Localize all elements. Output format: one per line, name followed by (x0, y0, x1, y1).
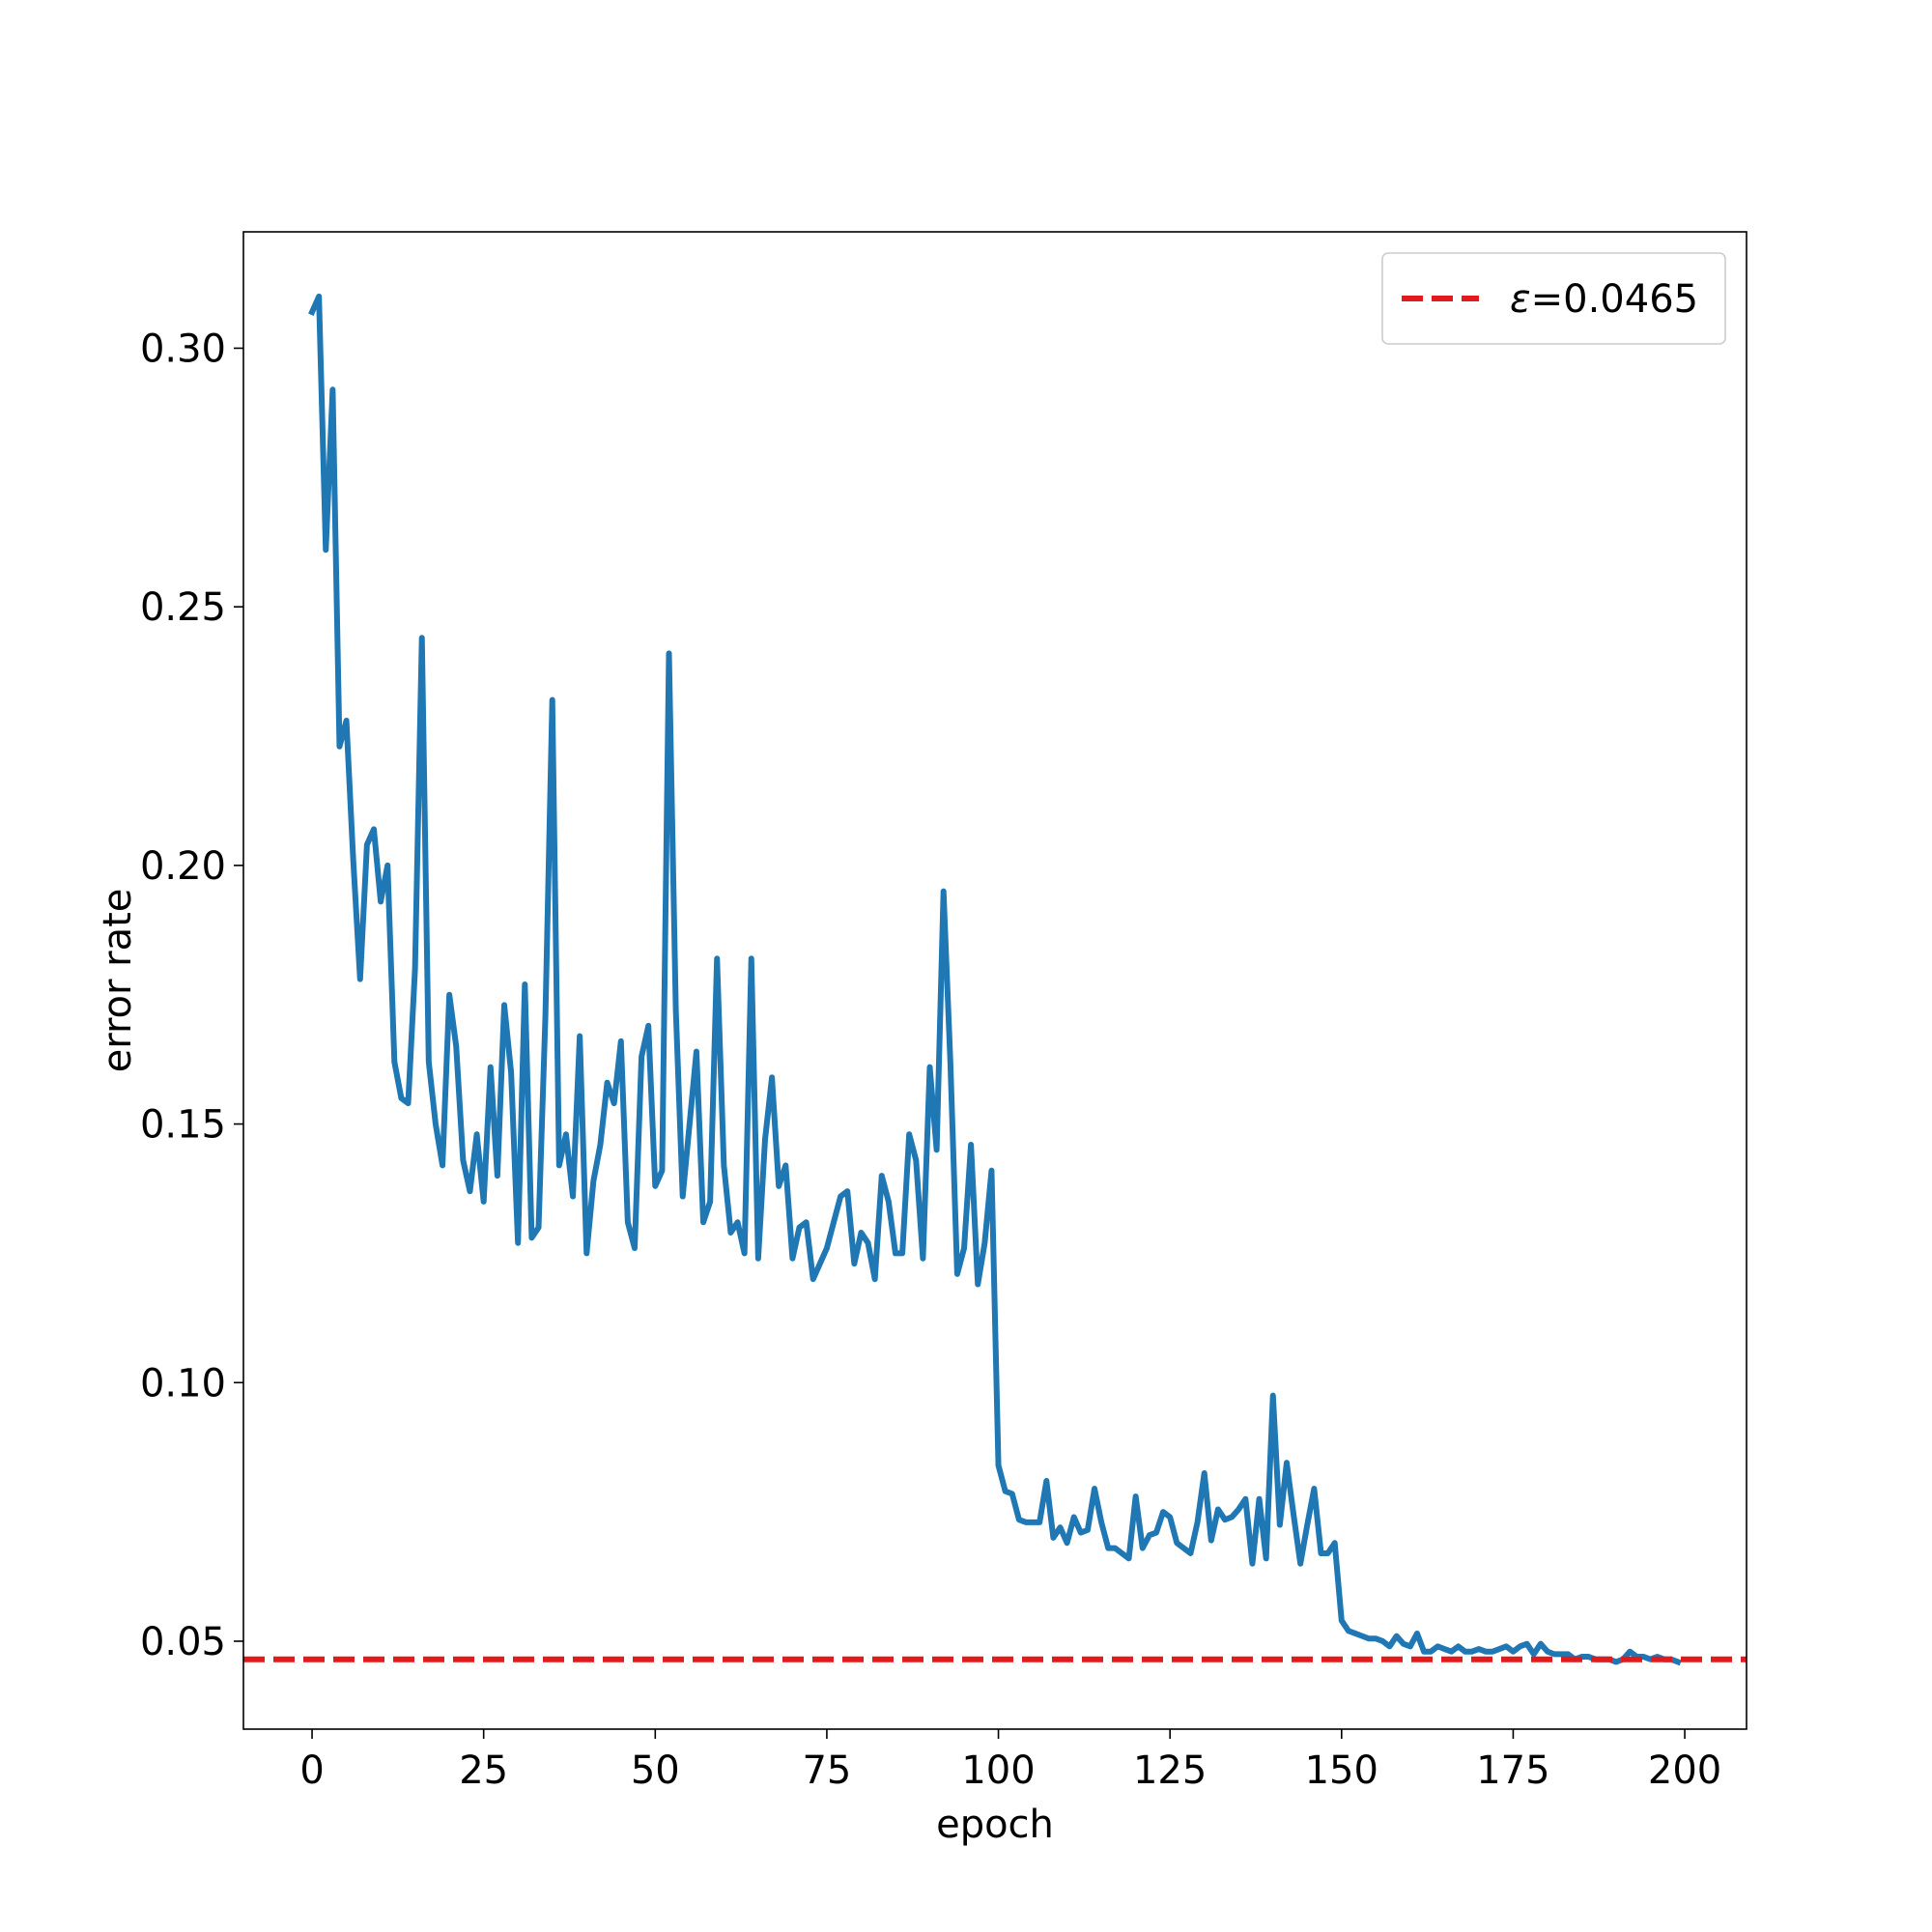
x-tick-label: 0 (299, 1748, 324, 1793)
x-axis: 0 25 50 75 100 125 150 175 200 (299, 1729, 1721, 1793)
legend-epsilon-value: =0.0465 (1531, 277, 1698, 322)
x-tick-label: 100 (961, 1748, 1035, 1793)
x-tick-label: 200 (1648, 1748, 1721, 1793)
legend-box (1381, 252, 1726, 345)
x-tick-label: 75 (802, 1748, 851, 1793)
x-tick-label: 25 (459, 1748, 508, 1793)
plot-frame (242, 231, 1747, 1730)
series-layer (308, 293, 1682, 1666)
plot-area (242, 231, 1747, 1730)
y-tick-label: 0.30 (140, 327, 226, 371)
x-tick-label: 125 (1133, 1748, 1207, 1793)
y-tick-label: 0.20 (140, 844, 226, 889)
x-tick-label: 150 (1305, 1748, 1378, 1793)
legend: ε=0.0465 (1381, 252, 1726, 345)
y-tick-label: 0.25 (140, 585, 226, 630)
y-tick-label: 0.15 (140, 1103, 226, 1148)
legend-epsilon-symbol: ε (1510, 277, 1531, 322)
error-rate-series-line (308, 293, 1682, 1666)
y-axis: 0.05 0.10 0.15 0.20 0.25 0.30 (140, 327, 243, 1664)
x-tick-label: 175 (1476, 1748, 1549, 1793)
legend-entry-epsilon: ε=0.0465 (1510, 277, 1698, 322)
y-axis-title: error rate (96, 889, 140, 1073)
x-tick-label: 50 (631, 1748, 680, 1793)
y-tick-label: 0.05 (140, 1620, 226, 1664)
y-tick-label: 0.10 (140, 1361, 226, 1406)
x-axis-title: epoch (936, 1803, 1054, 1847)
